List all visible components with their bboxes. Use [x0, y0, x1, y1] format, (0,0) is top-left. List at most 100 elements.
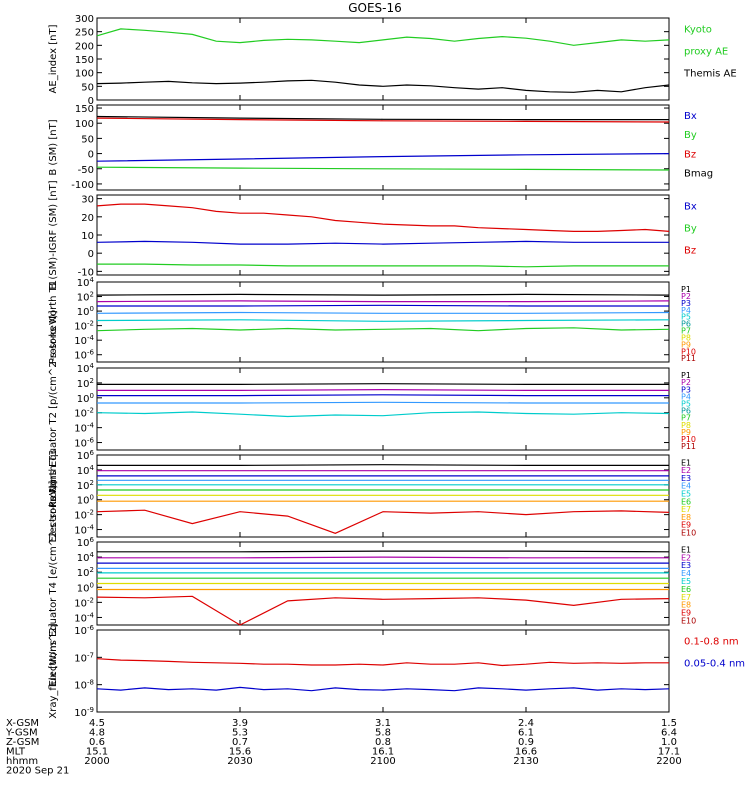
x-row-label: X-GSM: [6, 718, 39, 729]
x-tick-label: 2.4: [518, 718, 534, 729]
x-tick-label: 4.8: [89, 728, 105, 739]
legend-entry: proxy AE: [684, 47, 728, 58]
y-tick-label: 20: [81, 213, 94, 224]
y-tick-label: 106: [77, 536, 95, 549]
y-tick-label: 10-6: [74, 624, 94, 637]
series-group: [96, 464, 670, 534]
x-tick-label: 17.1: [658, 747, 680, 758]
y-tick-label: 10-4: [74, 611, 94, 624]
y-tick-label: 10-2: [74, 407, 94, 420]
plot-frame: [96, 281, 670, 363]
x-tick-label: 1.0: [661, 737, 677, 748]
y-tick-label: 102: [77, 291, 94, 304]
y-tick-label: 104: [77, 551, 95, 564]
y-axis-label: Protons North T1: [48, 280, 59, 364]
legend-entry: P2: [681, 378, 691, 387]
legend-entry: P2: [681, 292, 691, 301]
series-line-p2: [97, 388, 669, 391]
legend-entry: E6: [681, 497, 691, 506]
legend-entry: Bz: [684, 246, 696, 257]
series-line-p1: [96, 293, 670, 296]
series-line-p5: [96, 411, 670, 418]
y-axis-label: Electrons North T3: [48, 449, 59, 542]
y-tick-label: 100: [77, 494, 94, 507]
series-line-e2: [97, 556, 669, 559]
x-tick-label: 0.7: [232, 737, 248, 748]
plot-frame: [96, 454, 670, 538]
legend-entry: Bx: [684, 202, 697, 213]
y-tick-label: -100: [71, 180, 94, 191]
legend-entry: E10: [681, 529, 696, 538]
legend-entry: Bz: [684, 149, 696, 160]
series-line-e9: [96, 509, 670, 534]
series-line-p6: [96, 327, 670, 332]
legend-entry: P4: [681, 306, 691, 315]
legend-entry: E9: [681, 521, 691, 530]
y-axis-label: AE_index [nT]: [48, 24, 59, 93]
y-tick-label: 10-8: [74, 679, 94, 692]
legend-entry: E8: [681, 513, 691, 522]
panel-2: -100 -50 0 50 100 150 B (SM) [nT] Bx By Bz Bmag: [48, 104, 713, 191]
legend-entry: E4: [681, 482, 691, 491]
y-tick-label: 10-4: [74, 524, 94, 537]
x-tick-label: 16.6: [515, 747, 537, 758]
x-tick-label: 5.8: [375, 728, 391, 739]
series-group: [96, 293, 670, 332]
legend-entry: E7: [681, 593, 691, 602]
x-tick-label: 2200: [656, 756, 681, 767]
y-tick-label: 0: [88, 150, 94, 161]
y-axis-label: Protons Equator T2 [p/(cm^2-s-sr-keV)]: [48, 310, 59, 507]
series-line-bz: [96, 117, 670, 123]
legend-entry: P9: [681, 428, 691, 437]
x-row-label: MLT: [6, 747, 26, 758]
legend-entry: E7: [681, 505, 691, 514]
y-tick-label: 102: [77, 566, 94, 579]
series-group: [96, 383, 670, 418]
x-tick-label: 2130: [513, 756, 538, 767]
legend-entry: E3: [681, 561, 691, 570]
x-tick-label: 15.6: [229, 747, 251, 758]
x-tick-label: 2000: [84, 756, 109, 767]
plot-frame: [96, 367, 670, 451]
y-tick-label: 100: [75, 69, 94, 80]
legend-entry: E5: [681, 490, 691, 499]
y-tick-label: -10: [78, 267, 94, 278]
series-line-p4: [96, 311, 670, 314]
x-row-label: Y-GSM: [5, 728, 38, 739]
x-tick-label: 3.1: [375, 718, 391, 729]
x-tick-label: 1.5: [661, 718, 677, 729]
chart-title: GOES-16: [348, 1, 402, 15]
x-row-label: hhmm: [6, 756, 38, 767]
legend-entry: P11: [681, 354, 696, 363]
x-tick-label: 0.8: [375, 737, 391, 748]
series-group: [96, 550, 670, 626]
legend-entry: E9: [681, 609, 691, 618]
series-line-p3: [97, 304, 669, 307]
y-tick-label: 100: [75, 119, 94, 130]
series-line-by: [96, 166, 670, 171]
series-line-p5: [96, 319, 670, 322]
y-tick-label: 50: [81, 82, 94, 93]
series-group: [96, 115, 670, 171]
panel-1: 0 50 100 150 200 250 300 AE_index [nT] Kyoto prox…: [48, 14, 737, 107]
y-tick-label: -50: [78, 165, 94, 176]
series-line-bx: [96, 240, 669, 245]
series-group: [96, 28, 670, 93]
y-tick-label: 10-6: [74, 437, 94, 450]
y-tick-label: 100: [77, 392, 94, 405]
legend-entry: P1: [681, 371, 691, 380]
legend-entry: P1: [681, 285, 691, 294]
y-tick-label: 0: [88, 96, 94, 107]
series-group: [96, 203, 670, 268]
x-tick-label: 0.9: [518, 737, 534, 748]
legend-entry: E1: [681, 458, 691, 467]
y-tick-label: 104: [77, 464, 95, 477]
y-axis-label: B (SM)-IGRF (SM) [nT]: [48, 180, 59, 289]
series-line-0-1-0-8-nm: [96, 658, 669, 667]
series-line-bz: [96, 203, 670, 232]
y-tick-label: 102: [77, 479, 94, 492]
